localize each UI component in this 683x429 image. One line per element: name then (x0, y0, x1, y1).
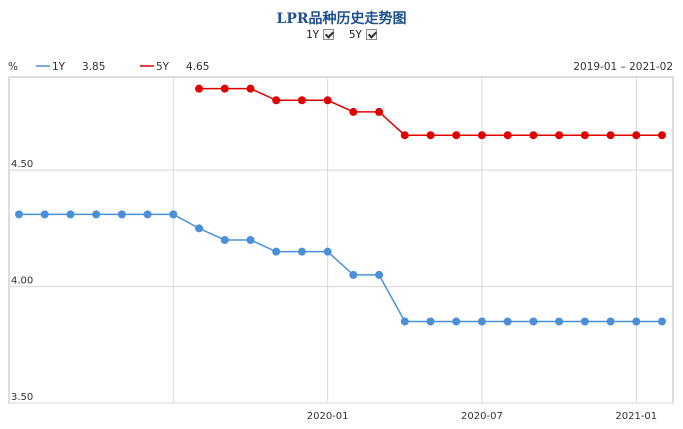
data-point-1y[interactable] (555, 317, 564, 326)
data-point-1y[interactable] (503, 317, 512, 326)
data-point-5y[interactable] (297, 96, 306, 105)
x-tick-label: 2020-01 (307, 411, 349, 422)
data-point-1y[interactable] (606, 317, 615, 326)
toggle-5y-checkbox[interactable] (366, 29, 378, 40)
data-point-1y[interactable] (297, 247, 306, 256)
data-point-1y[interactable] (426, 317, 435, 326)
data-point-5y[interactable] (555, 131, 564, 140)
data-point-1y[interactable] (92, 210, 101, 219)
data-point-1y[interactable] (66, 210, 75, 219)
data-point-5y[interactable] (426, 131, 435, 140)
data-point-5y[interactable] (477, 131, 486, 140)
data-point-5y[interactable] (452, 131, 461, 140)
legend-5y-name: 5Y (156, 61, 170, 73)
data-point-5y[interactable] (400, 131, 409, 140)
data-point-5y[interactable] (529, 131, 538, 140)
data-point-1y[interactable] (220, 236, 229, 244)
chart-title: LPR品种历史走势图 (276, 11, 407, 27)
data-point-5y[interactable] (503, 131, 512, 140)
data-point-5y[interactable] (606, 131, 615, 140)
toggle-5y[interactable]: 5Y (348, 28, 378, 41)
data-point-1y[interactable] (375, 270, 384, 279)
y-axis-unit: % (8, 61, 18, 73)
data-point-1y[interactable] (452, 317, 461, 326)
date-range: 2019-01 – 2021-02 (573, 61, 673, 73)
data-point-1y[interactable] (195, 224, 204, 233)
series-line-5y (199, 87, 662, 136)
data-point-1y[interactable] (272, 247, 281, 256)
data-point-1y[interactable] (580, 317, 589, 326)
toggle-1y-label: 1Y (305, 28, 320, 41)
legend-1y-name: 1Y (52, 61, 66, 73)
toggle-1y-checkbox[interactable] (323, 29, 335, 40)
data-point-5y[interactable] (349, 107, 358, 116)
data-point-5y[interactable] (195, 84, 204, 93)
y-tick-label: 4.00 (11, 276, 33, 287)
data-point-1y[interactable] (529, 317, 538, 326)
data-point-1y[interactable] (632, 317, 641, 326)
data-point-5y[interactable] (246, 84, 255, 93)
data-point-5y[interactable] (323, 96, 332, 105)
data-point-5y[interactable] (658, 131, 666, 140)
legend: 1Y 3.85 5Y 4.65 (36, 61, 209, 73)
legend-5y-value: 4.65 (186, 61, 209, 73)
toggle-1y[interactable]: 1Y (305, 28, 335, 41)
data-point-5y[interactable] (272, 96, 281, 105)
data-point-1y[interactable] (400, 317, 409, 326)
data-point-1y[interactable] (658, 317, 666, 326)
x-tick-label: 2021-01 (615, 411, 657, 422)
legend-1y-value: 3.85 (82, 61, 105, 73)
y-tick-label: 3.50 (11, 392, 33, 403)
data-point-1y[interactable] (169, 210, 178, 219)
data-point-5y[interactable] (220, 84, 229, 93)
y-tick-label: 4.50 (11, 159, 33, 170)
data-point-1y[interactable] (117, 210, 126, 219)
data-point-1y[interactable] (15, 210, 23, 219)
x-tick-label: 2020-07 (461, 411, 503, 422)
data-point-5y[interactable] (375, 107, 384, 116)
data-point-1y[interactable] (143, 210, 152, 219)
data-point-1y[interactable] (477, 317, 486, 326)
data-point-1y[interactable] (349, 270, 358, 279)
series-line-1y (19, 213, 662, 323)
data-point-5y[interactable] (632, 131, 641, 140)
data-point-1y[interactable] (323, 247, 332, 256)
toggle-5y-label: 5Y (348, 28, 363, 41)
data-point-1y[interactable] (40, 210, 49, 219)
data-point-5y[interactable] (580, 131, 589, 140)
series-toggles: 1Y 5Y (0, 28, 683, 41)
plot-area (8, 76, 674, 404)
data-point-1y[interactable] (246, 236, 255, 244)
